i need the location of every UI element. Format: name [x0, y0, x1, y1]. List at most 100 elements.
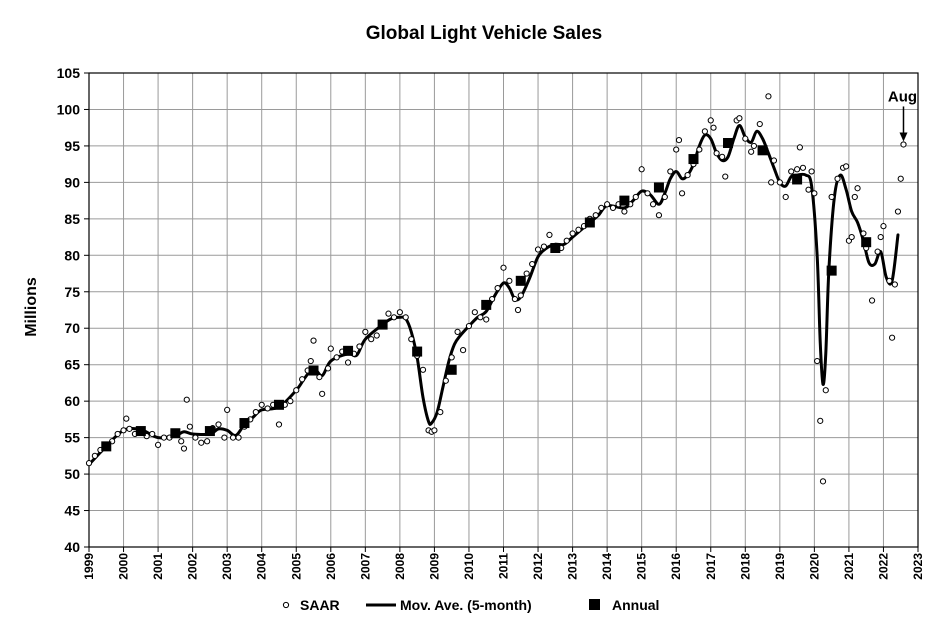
saar-point: [514, 306, 522, 314]
saar-point: [390, 314, 398, 321]
annual-point: [377, 319, 388, 330]
saar-point: [91, 452, 98, 459]
saar-point: [310, 337, 317, 344]
saar-point: [264, 405, 271, 412]
saar-point: [431, 427, 438, 434]
saar-point: [756, 120, 763, 128]
x-tick-label: 2015: [635, 553, 649, 580]
saar-point: [192, 434, 199, 441]
annual-point: [343, 345, 354, 356]
saar-point: [782, 193, 789, 201]
annual-point: [446, 364, 457, 375]
plot-area: [88, 72, 919, 548]
saar-point: [770, 157, 778, 164]
saar-point: [483, 316, 490, 323]
saar-point: [768, 179, 775, 186]
saar-point: [848, 233, 855, 241]
saar-point: [275, 421, 283, 428]
legend-movave-label: Mov. Ave. (5-month): [400, 597, 532, 613]
saar-point: [696, 146, 703, 153]
saar-point: [719, 153, 726, 160]
saar-point: [114, 430, 121, 438]
saar-point: [598, 204, 605, 212]
x-tick-label: 2005: [289, 553, 303, 580]
saar-point: [765, 93, 772, 100]
x-tick-label: 2018: [738, 553, 752, 580]
saar-point: [563, 237, 570, 244]
saar-point: [319, 390, 326, 397]
y-axis-ticks: 40 45 50 55 60 65 70 75 80 85 90 95 100 105: [57, 65, 89, 555]
saar-point: [183, 396, 190, 403]
annual-point: [135, 426, 146, 437]
annual-point: [273, 399, 284, 410]
saar-point: [713, 150, 720, 157]
annual-point: [619, 195, 630, 206]
saar-point: [900, 141, 907, 148]
saar-point: [638, 166, 645, 173]
saar-point: [123, 415, 130, 422]
saar-point: [819, 478, 827, 485]
saar-point: [180, 445, 188, 452]
series-layer: [85, 93, 907, 485]
annual-point: [550, 243, 561, 254]
x-tick-label: 2007: [358, 553, 372, 580]
saar-point: [678, 190, 686, 197]
saar-point: [454, 328, 461, 335]
x-tick-label: 2019: [773, 553, 787, 580]
saar-point: [569, 230, 576, 237]
saar-point: [886, 277, 893, 284]
y-tick-label: 90: [64, 174, 80, 190]
annual-point: [239, 418, 250, 429]
saar-point: [684, 171, 691, 179]
saar-point: [894, 208, 902, 215]
annual-point: [861, 237, 872, 248]
annual-point: [792, 174, 803, 185]
y-tick-label: 40: [64, 539, 80, 555]
saar-point: [258, 401, 265, 408]
legend-saar-label: SAAR: [300, 597, 340, 613]
annual-point: [481, 299, 492, 310]
x-tick-label: 2003: [220, 553, 234, 580]
saar-point: [649, 201, 657, 208]
saar-point: [160, 434, 168, 441]
saar-point: [748, 148, 755, 155]
y-tick-label: 105: [57, 65, 81, 81]
saar-point: [471, 309, 478, 316]
saar-point: [235, 434, 242, 441]
x-tick-label: 2021: [842, 553, 856, 580]
saar-point: [85, 460, 93, 467]
x-tick-label: 2020: [807, 553, 821, 580]
saar-point: [221, 434, 228, 441]
saar-point: [776, 179, 783, 186]
x-tick-label: 2011: [497, 553, 511, 579]
x-tick-label: 2010: [462, 553, 476, 580]
saar-point: [459, 347, 467, 354]
legend-saar-marker: [282, 601, 290, 609]
saar-point: [293, 387, 300, 394]
saar-point: [644, 190, 651, 197]
x-tick-label: 2008: [393, 553, 407, 580]
saar-point: [126, 425, 133, 432]
saar-point: [799, 164, 807, 171]
saar-point: [707, 117, 714, 124]
saar-point: [661, 193, 668, 201]
saar-point: [750, 142, 758, 150]
y-tick-label: 60: [64, 393, 80, 409]
saar-point: [224, 406, 231, 414]
annual-point: [204, 426, 215, 437]
x-tick-label: 2017: [704, 553, 718, 580]
saar-point: [675, 136, 683, 144]
x-tick-label: 2009: [427, 553, 441, 580]
annotation: Aug: [888, 88, 917, 142]
y-tick-label: 100: [57, 101, 81, 117]
saar-point: [874, 248, 881, 255]
saar-point: [500, 264, 507, 271]
saar-point: [822, 387, 829, 394]
y-tick-label: 55: [64, 430, 80, 446]
saar-point: [546, 231, 553, 238]
saar-point: [477, 314, 484, 321]
saar-point: [368, 336, 375, 343]
saar-point: [673, 146, 680, 153]
saar-point: [808, 168, 815, 175]
